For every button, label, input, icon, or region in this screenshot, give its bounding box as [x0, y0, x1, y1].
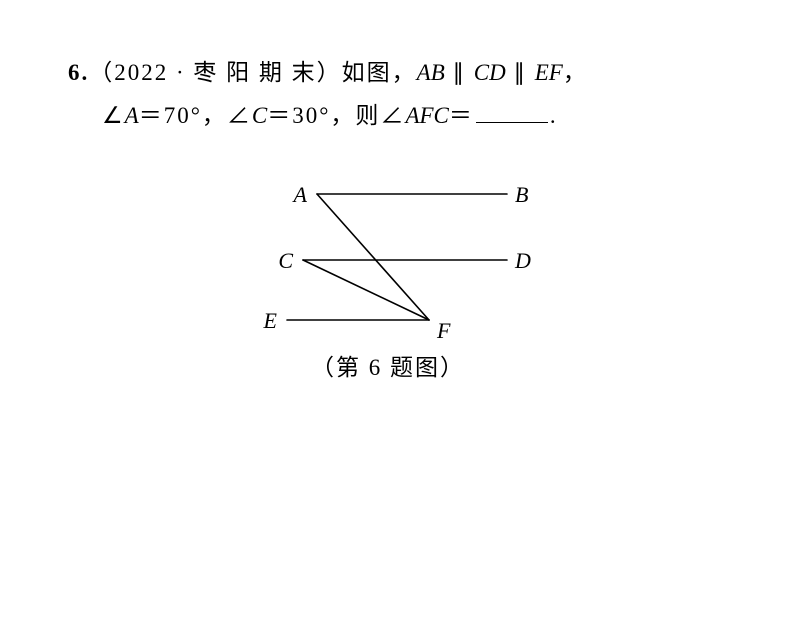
- geometry-figure: A B C D E F: [245, 170, 565, 370]
- geometry-svg: A B C D E F: [245, 170, 565, 350]
- text2e: ＝30°，则∠: [267, 103, 405, 128]
- svg-text:A: A: [292, 182, 308, 207]
- seg-ef: EF: [535, 60, 563, 85]
- angle-a: A: [125, 103, 139, 128]
- source-dot: ·: [168, 60, 193, 85]
- angle-c: C: [252, 103, 267, 128]
- svg-text:E: E: [263, 308, 278, 333]
- svg-text:C: C: [278, 248, 293, 273]
- svg-text:F: F: [436, 318, 451, 343]
- problem-line-2: ∠A＝70°，∠C＝30°，则∠AFC＝.: [68, 95, 728, 138]
- svg-text:D: D: [514, 248, 531, 273]
- source-close: ）: [317, 60, 342, 85]
- figure-caption: （第 6 题图）: [248, 348, 528, 382]
- angle-afc: AFC: [405, 103, 448, 128]
- seg-cd: CD: [474, 60, 506, 85]
- source-open: （: [89, 60, 114, 85]
- text1a: 如图，: [342, 60, 417, 85]
- source-year: 2022: [114, 60, 168, 85]
- svg-text:B: B: [515, 182, 528, 207]
- source-place: 枣 阳 期 末: [193, 60, 316, 85]
- text2g: ＝: [449, 103, 474, 128]
- problem-line-1: 6.（2022 · 枣 阳 期 末）如图，AB ∥ CD ∥ EF，: [68, 52, 728, 95]
- text2h: .: [550, 103, 558, 128]
- problem-number: 6.: [68, 60, 89, 85]
- text2c: ＝70°，∠: [139, 103, 252, 128]
- seg-ab: AB: [417, 60, 445, 85]
- answer-blank: [476, 97, 548, 122]
- parallel-2: ∥: [506, 60, 535, 85]
- angle-a-pre: ∠: [102, 103, 125, 128]
- parallel-1: ∥: [445, 60, 474, 85]
- text1e: ，: [563, 60, 588, 85]
